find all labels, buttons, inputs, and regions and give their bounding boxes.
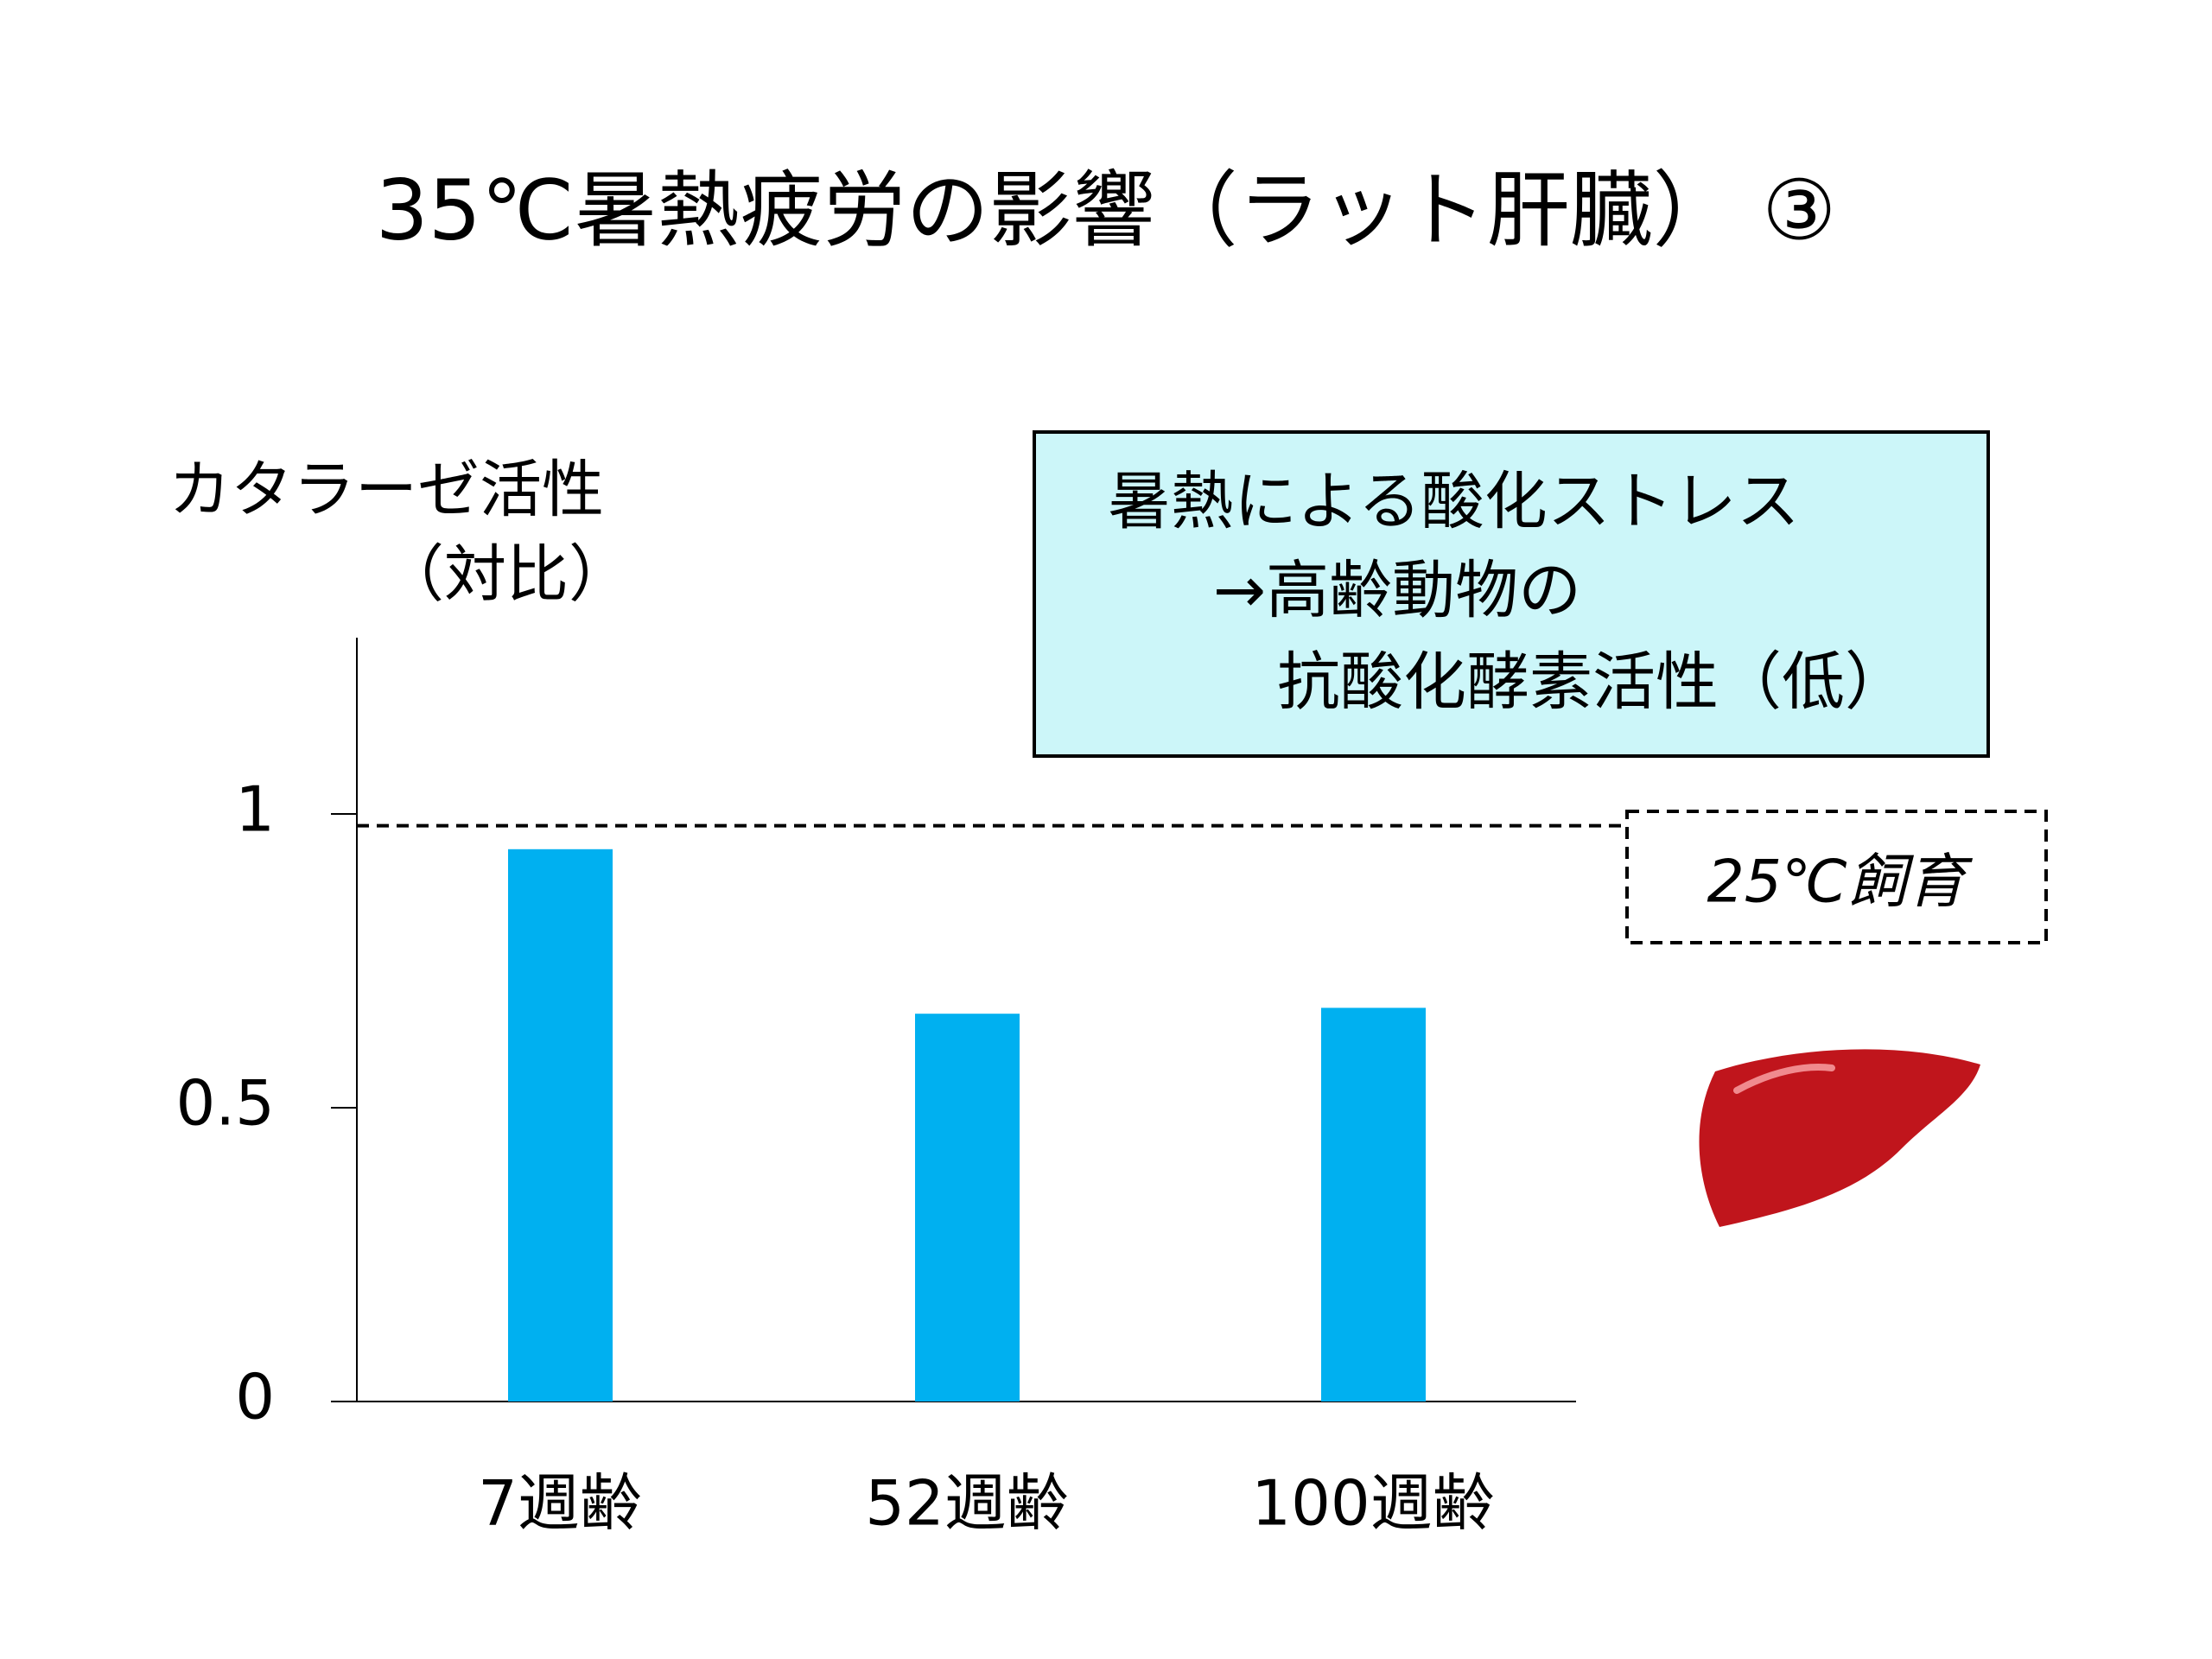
y-tick-label: 1: [235, 773, 275, 846]
annotation-text: 暑熱による酸化ストレス: [1108, 465, 1800, 538]
bar: [1321, 1007, 1426, 1402]
annotation-box: [1033, 430, 1990, 758]
chart-title: 35℃暑熱疲労の影響（ラット肝臓） ③: [376, 162, 1837, 258]
bar: [508, 849, 613, 1402]
y-tick-label: 0: [235, 1361, 275, 1433]
annotation-text: 抗酸化酵素活性（低）: [1277, 645, 1908, 719]
reference-label: 25℃飼育: [1707, 849, 1974, 917]
y-tick-label: 0.5: [175, 1067, 275, 1140]
x-tick-label: 52週齢: [865, 1467, 1069, 1540]
liver-icon: [1699, 1049, 1980, 1227]
liver-highlight: [1733, 1064, 1835, 1094]
bar: [915, 1014, 1020, 1402]
x-tick-label: 7週齢: [478, 1467, 642, 1540]
reference-box: [1625, 810, 2048, 944]
annotation-text: →高齢動物の: [1213, 554, 1581, 627]
x-tick-label: 100週齢: [1251, 1467, 1494, 1540]
y-axis-label: カタラーゼ活性: [168, 454, 604, 526]
y-axis-label: （対比）: [382, 538, 631, 611]
